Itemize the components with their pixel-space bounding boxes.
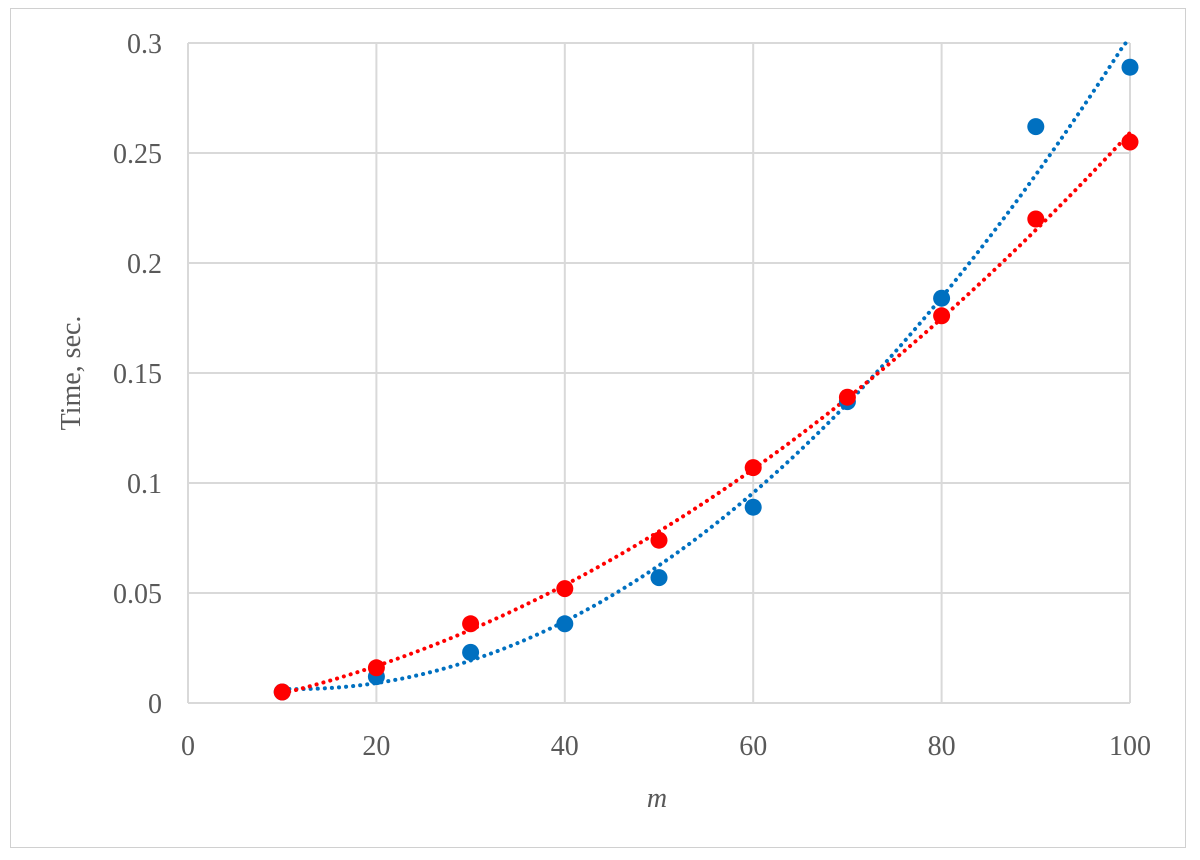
x-tick-label: 40 [551,731,579,762]
x-tick-label: 80 [928,731,956,762]
trendline-1 [280,130,1132,696]
x-tick-label: 60 [739,731,767,762]
data-point-1 [650,531,668,549]
data-point-1 [838,388,856,406]
data-point-1 [367,659,385,677]
data-point-1 [462,615,480,633]
y-tick-label: 0.15 [113,359,162,390]
data-point-0 [1121,58,1139,76]
x-tick-label: 100 [1109,731,1151,762]
data-point-1 [556,580,574,598]
y-tick-label: 0.25 [113,139,162,170]
chart-frame [10,8,1186,848]
data-point-0 [1027,118,1045,136]
data-point-1 [1121,133,1139,151]
data-point-1 [744,459,762,477]
trendline-layer [280,41,1132,696]
data-point-1 [933,307,951,325]
data-point-0 [556,615,574,633]
data-point-0 [933,289,951,307]
grid-layer [187,42,1131,704]
y-tick-label: 0.05 [113,579,162,610]
y-tick-label: 0 [148,689,162,720]
point-layer [273,58,1139,701]
x-tick-label: 20 [362,731,390,762]
data-point-0 [462,643,480,661]
data-point-0 [744,498,762,516]
x-tick-label: 0 [181,731,195,762]
y-tick-label: 0.3 [127,29,162,60]
data-point-1 [273,683,291,701]
data-point-0 [650,569,668,587]
data-point-1 [1027,210,1045,228]
label-layer: 0 20 40 60 80 100 0 0.05 0.1 0.15 0.2 0.25 0.3 [113,29,1151,762]
y-tick-label: 0.2 [127,249,162,280]
trendline-0 [280,41,1132,692]
x-axis-title: m [647,783,667,814]
y-tick-label: 0.1 [127,469,162,500]
y-axis-title: Time, sec. [56,316,87,431]
